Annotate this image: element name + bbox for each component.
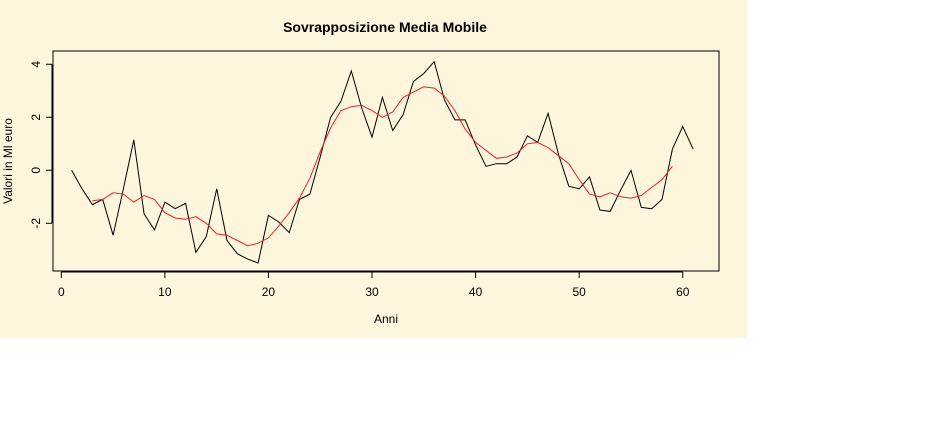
x-tick-label: 40 (469, 285, 483, 299)
raw-series-line (71, 60, 694, 264)
y-tick-label: -2 (29, 218, 43, 229)
y-tick-label: 2 (29, 114, 43, 121)
x-tick-label: 30 (365, 285, 379, 299)
y-tick-label: 0 (29, 167, 43, 174)
series-layer (71, 60, 694, 264)
y-axis-label: Valori in Ml euro (1, 118, 15, 204)
plot-frame (52, 50, 720, 272)
x-tick-label: 20 (262, 285, 276, 299)
x-tick-label: 10 (158, 285, 172, 299)
plot-panel: Sovrapposizione Media Mobile 0 10 20 30 40 50… (0, 0, 747, 338)
x-tick-label: 0 (58, 285, 65, 299)
moving-average-chart: Sovrapposizione Media Mobile 0 10 20 30 40 50… (1, 19, 720, 326)
y-tick-label: 4 (29, 61, 43, 68)
x-axis: 0 10 20 30 40 50 60 (58, 271, 690, 299)
chart-title: Sovrapposizione Media Mobile (283, 19, 487, 35)
moving-average-line (92, 86, 673, 247)
x-tick-label: 60 (676, 285, 690, 299)
x-axis-label: Anni (374, 312, 398, 326)
x-tick-label: 50 (572, 285, 586, 299)
y-axis: -2 0 2 4 (29, 61, 53, 229)
